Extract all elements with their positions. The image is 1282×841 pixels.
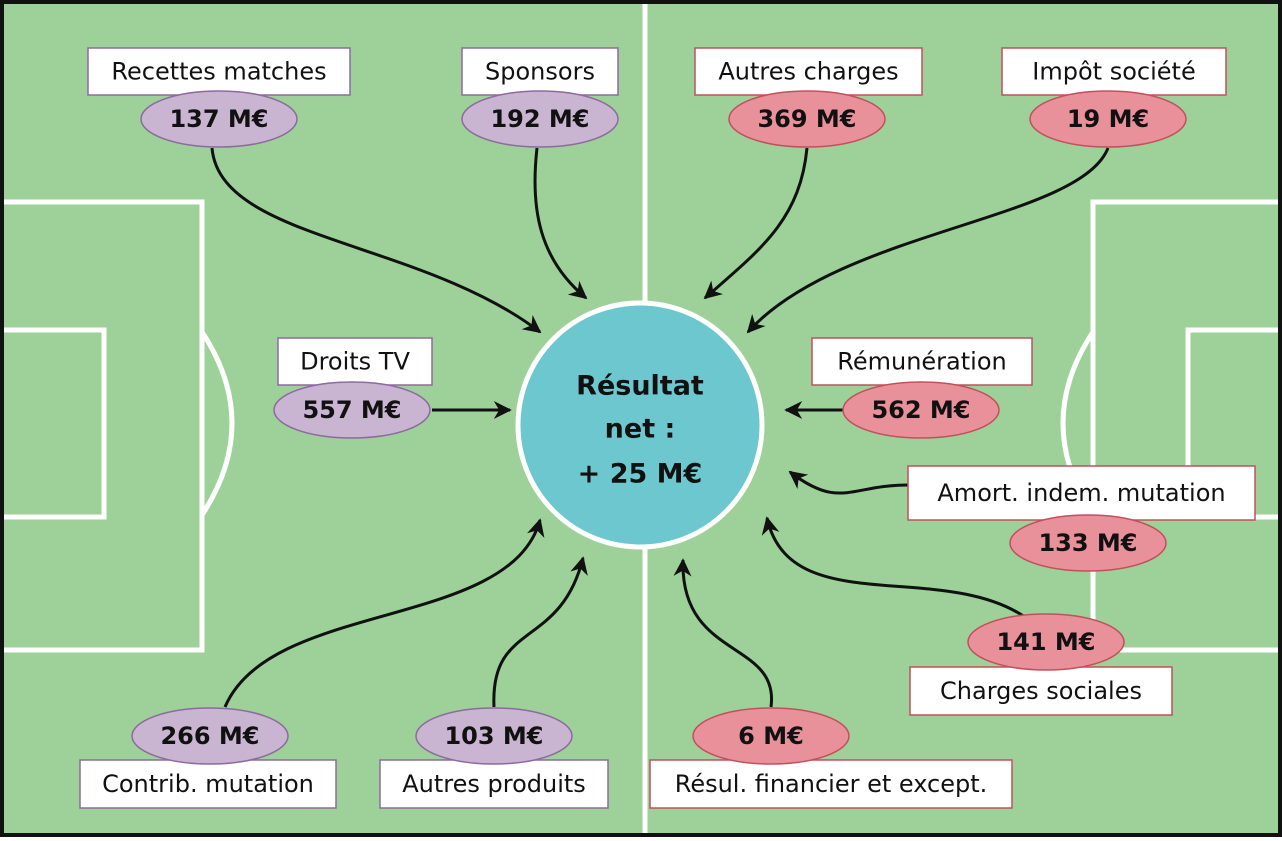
value-ellipse	[842, 381, 1000, 439]
node-value: 103 M€	[444, 722, 543, 750]
label-box	[461, 47, 619, 96]
node-label: Recettes matches	[111, 58, 326, 86]
label-box	[379, 759, 609, 809]
node-label: Impôt société	[1032, 58, 1195, 86]
node-label: Résul. financier et except.	[675, 770, 988, 798]
label-box	[1001, 47, 1227, 96]
node-value: 137 M€	[169, 105, 268, 133]
node-value: 562 M€	[871, 396, 970, 424]
node-value: 141 M€	[996, 628, 1095, 656]
value-ellipse	[461, 90, 619, 148]
node-value: 557 M€	[302, 396, 401, 424]
value-ellipse	[967, 613, 1125, 671]
value-ellipse	[273, 381, 431, 439]
node-label: Autres charges	[718, 58, 898, 86]
center-text: net :	[605, 414, 676, 445]
node-label: Amort. indem. mutation	[937, 479, 1225, 507]
value-ellipse	[1029, 90, 1187, 148]
label-box	[649, 759, 1013, 809]
label-box	[909, 666, 1173, 716]
node-value: 6 M€	[738, 722, 804, 750]
value-ellipse	[415, 707, 573, 765]
node-label: Droits TV	[300, 348, 410, 376]
node-label: Autres produits	[402, 770, 586, 798]
node-value: 133 M€	[1038, 529, 1137, 557]
label-box	[907, 465, 1256, 521]
node-label: Rémunération	[837, 348, 1006, 376]
label-box	[277, 337, 433, 386]
node-label: Charges sociales	[940, 677, 1142, 705]
center-circle	[515, 300, 765, 550]
label-box	[87, 47, 351, 96]
label-box	[694, 47, 923, 96]
node-label: Sponsors	[485, 58, 595, 86]
node-value: 19 M€	[1067, 105, 1149, 133]
value-ellipse	[131, 707, 289, 765]
node-value: 369 M€	[757, 105, 856, 133]
value-ellipse	[728, 90, 886, 148]
value-ellipse	[1009, 514, 1167, 572]
value-ellipse	[692, 707, 850, 765]
center-text: Résultat	[576, 371, 704, 402]
node-value: 266 M€	[160, 722, 259, 750]
label-box	[811, 337, 1033, 386]
value-ellipse	[140, 90, 298, 148]
arrows	[210, 147, 1110, 708]
node-value: 192 M€	[490, 105, 589, 133]
center-text: + 25 M€	[578, 459, 703, 490]
node-label: Contrib. mutation	[102, 770, 314, 798]
label-box	[79, 759, 337, 809]
